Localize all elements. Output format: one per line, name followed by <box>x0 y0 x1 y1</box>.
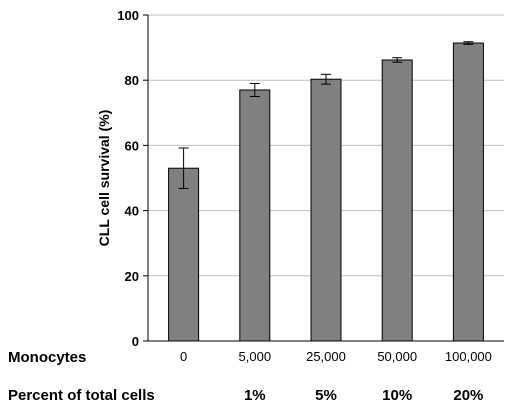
x-category-label: 5,000 <box>239 349 272 364</box>
monocytes-row-label: Monocytes <box>8 349 86 366</box>
y-tick-label: 20 <box>125 269 139 284</box>
bar <box>452 42 484 342</box>
y-tick-label: 60 <box>125 138 139 153</box>
y-tick-label: 100 <box>117 8 139 23</box>
error-bars <box>178 41 474 189</box>
x-category-label: 0 <box>180 349 187 364</box>
bar <box>239 89 271 342</box>
percent-label: 10% <box>382 387 412 404</box>
y-tick-label: 0 <box>132 334 139 349</box>
bar <box>168 167 200 342</box>
error-bar <box>321 73 331 85</box>
y-tick-label: 80 <box>125 73 139 88</box>
percent-label: 5% <box>315 387 337 404</box>
x-axis-categories: 0 5,000 25,000 50,000 100,000 <box>180 349 492 364</box>
x-category-label: 50,000 <box>377 349 417 364</box>
bars <box>168 42 484 342</box>
x-category-label: 25,000 <box>306 349 346 364</box>
error-bar <box>392 57 403 63</box>
y-axis-title: CLL cell survival (%) <box>96 110 112 247</box>
bar <box>310 78 342 342</box>
y-tick-label: 40 <box>125 204 139 219</box>
percent-row-label: Percent of total cells <box>8 387 155 404</box>
error-bar <box>178 147 189 189</box>
percent-label: 20% <box>453 387 483 404</box>
percent-label: 1% <box>244 387 266 404</box>
y-axis-ticks: 0 20 40 60 80 100 <box>117 8 148 349</box>
percent-row: 1% 5% 10% 20% <box>244 387 483 404</box>
bar <box>381 59 413 342</box>
error-bar <box>463 41 474 45</box>
x-category-label: 100,000 <box>445 349 492 364</box>
error-bar <box>249 82 260 97</box>
